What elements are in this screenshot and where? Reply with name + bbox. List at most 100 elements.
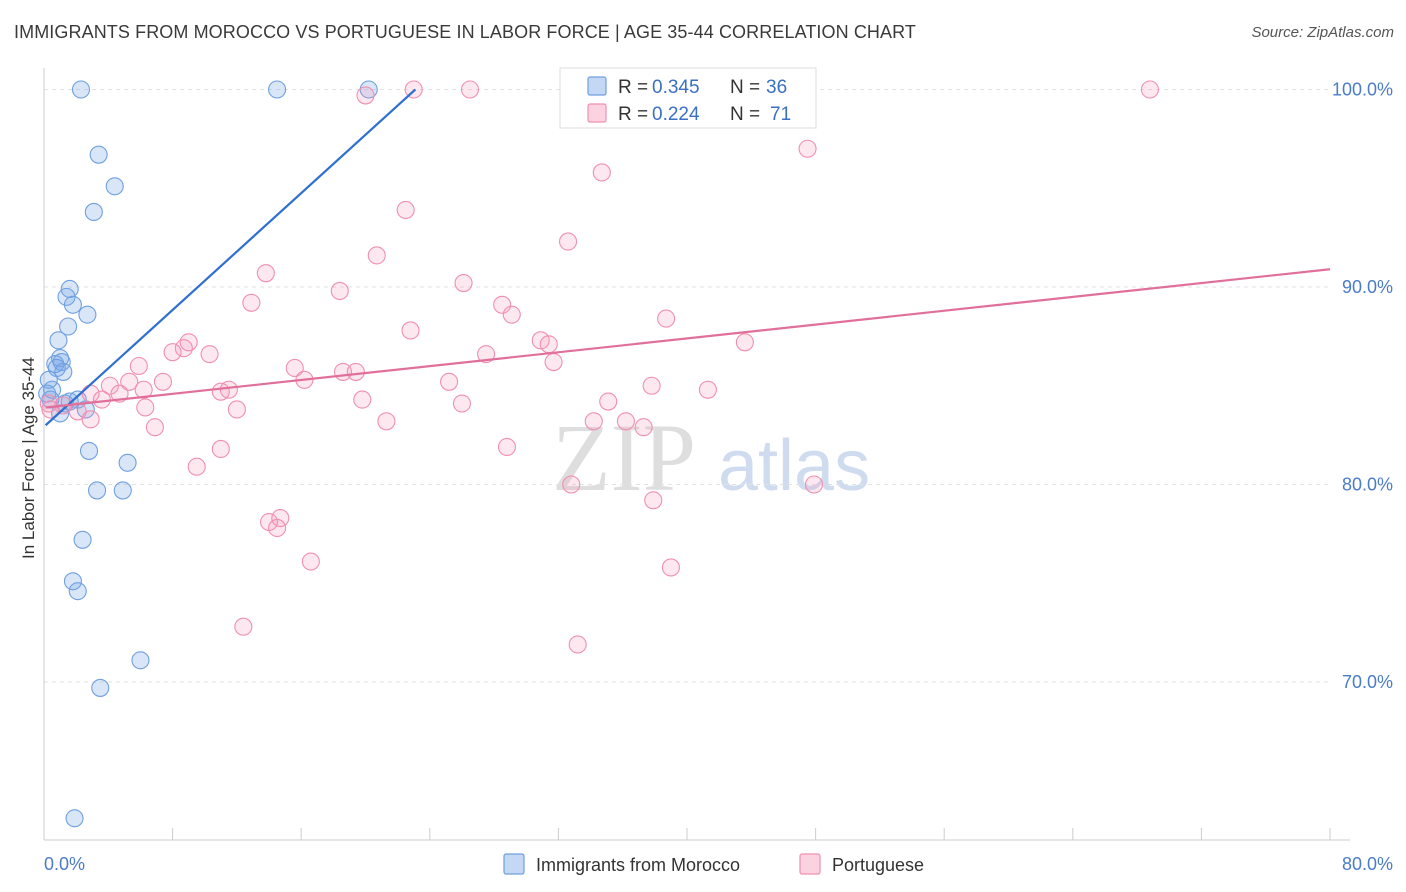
point-portuguese-58 <box>497 437 517 457</box>
point-portuguese-19 <box>539 335 558 354</box>
point-portuguese-44 <box>599 392 618 411</box>
point-portuguese-43 <box>353 390 372 409</box>
point-morocco-29 <box>63 572 82 591</box>
point-portuguese-39 <box>110 384 129 403</box>
point-morocco-25 <box>118 453 137 472</box>
legend-label-portuguese: Portuguese <box>832 855 924 875</box>
point-portuguese-7 <box>558 232 578 251</box>
stats-legend: R = 0.345 N = 36 R = 0.224 N = 71 <box>559 67 817 129</box>
point-portuguese-56 <box>145 418 164 437</box>
point-morocco-1 <box>268 80 287 99</box>
point-portuguese-66 <box>301 552 320 571</box>
point-portuguese-60 <box>562 475 581 494</box>
point-portuguese-32 <box>153 372 173 391</box>
point-morocco-30 <box>68 582 87 601</box>
point-morocco-3 <box>89 145 108 164</box>
point-portuguese-21 <box>174 339 193 358</box>
point-morocco-34 <box>42 380 62 399</box>
y-tick-labels: 70.0% 80.0% 90.0% 100.0% <box>1332 80 1393 693</box>
stats-r-value-morocco: 0.345 <box>652 77 700 98</box>
point-morocco-9 <box>78 305 97 324</box>
trend-line-portuguese <box>45 268 1331 409</box>
point-morocco-32 <box>91 678 110 697</box>
legend-swatch-morocco <box>503 853 525 875</box>
point-portuguese-51 <box>81 410 100 429</box>
point-portuguese-4 <box>798 139 817 158</box>
point-portuguese-12 <box>242 293 261 312</box>
y-tick-label-70: 70.0% <box>1342 672 1393 692</box>
point-portuguese-13 <box>493 295 512 314</box>
point-portuguese-62 <box>644 491 663 510</box>
point-portuguese-5 <box>592 163 611 182</box>
stats-n-value-portuguese: 71 <box>770 104 791 125</box>
point-morocco-33 <box>65 809 84 828</box>
point-portuguese-69 <box>568 635 587 654</box>
point-portuguese-52 <box>377 412 396 431</box>
point-portuguese-54 <box>616 412 635 431</box>
x-tick-label-first: 0.0% <box>44 854 85 874</box>
point-morocco-2 <box>359 80 378 99</box>
point-portuguese-46 <box>227 400 246 419</box>
x-tick-label-last: 80.0% <box>1342 854 1393 874</box>
data-points <box>38 80 1160 828</box>
point-portuguese-24 <box>477 345 496 364</box>
stats-n-label-portuguese: N = <box>730 104 760 125</box>
point-portuguese-53 <box>584 412 603 431</box>
stats-swatch-morocco <box>587 76 607 96</box>
point-morocco-31 <box>131 651 150 670</box>
point-portuguese-14 <box>502 305 521 324</box>
point-portuguese-65 <box>268 518 287 538</box>
point-portuguese-16 <box>401 321 420 340</box>
point-portuguese-15 <box>657 309 676 328</box>
y-tick-label-100: 100.0% <box>1332 80 1393 100</box>
point-morocco-26 <box>87 481 107 500</box>
stats-swatch-portuguese <box>587 103 607 123</box>
point-portuguese-67 <box>661 558 680 577</box>
point-portuguese-64 <box>271 509 290 528</box>
stats-n-value-morocco: 36 <box>766 77 787 98</box>
point-portuguese-68 <box>234 617 253 636</box>
point-portuguese-59 <box>187 457 206 476</box>
point-portuguese-41 <box>698 380 717 399</box>
y-tick-label-90: 90.0% <box>1342 277 1393 297</box>
point-portuguese-22 <box>163 343 182 362</box>
point-portuguese-17 <box>179 333 198 352</box>
point-portuguese-26 <box>129 356 148 376</box>
point-portuguese-47 <box>136 398 155 417</box>
point-portuguese-29 <box>346 362 365 381</box>
point-portuguese-38 <box>219 380 238 399</box>
point-morocco-5 <box>84 202 103 221</box>
stats-r-label-portuguese: R = <box>618 104 648 125</box>
legend-label-morocco: Immigrants from Morocco <box>536 855 740 875</box>
watermark-atlas: atlas <box>718 426 870 506</box>
point-portuguese-11 <box>330 281 349 301</box>
point-portuguese-23 <box>200 345 219 364</box>
trend-line-morocco <box>44 88 417 427</box>
chart-source: Source: ZipAtlas.com <box>1251 24 1394 41</box>
watermark-zip: ZIP <box>552 404 696 511</box>
point-portuguese-57 <box>211 439 230 459</box>
point-morocco-0 <box>71 80 91 99</box>
point-portuguese-45 <box>452 394 472 413</box>
point-portuguese-9 <box>256 264 275 283</box>
point-portuguese-10 <box>454 273 473 293</box>
point-morocco-11 <box>49 331 68 350</box>
watermark: ZIP atlas <box>552 404 870 511</box>
stats-r-value-portuguese: 0.224 <box>652 104 700 125</box>
point-portuguese-31 <box>120 372 139 391</box>
y-tick-label-80: 80.0% <box>1342 475 1393 495</box>
trend-lines <box>44 88 1331 427</box>
point-portuguese-70 <box>41 400 60 419</box>
point-portuguese-33 <box>440 372 459 391</box>
axes <box>43 68 1350 841</box>
point-portuguese-40 <box>134 380 153 399</box>
point-morocco-8 <box>63 295 82 314</box>
point-portuguese-25 <box>544 352 563 372</box>
point-portuguese-2 <box>1140 80 1160 99</box>
point-portuguese-1 <box>460 80 480 99</box>
point-morocco-28 <box>73 530 92 549</box>
point-portuguese-61 <box>804 475 824 494</box>
point-portuguese-3 <box>356 86 375 105</box>
point-morocco-16 <box>54 362 73 381</box>
point-portuguese-55 <box>634 418 653 437</box>
